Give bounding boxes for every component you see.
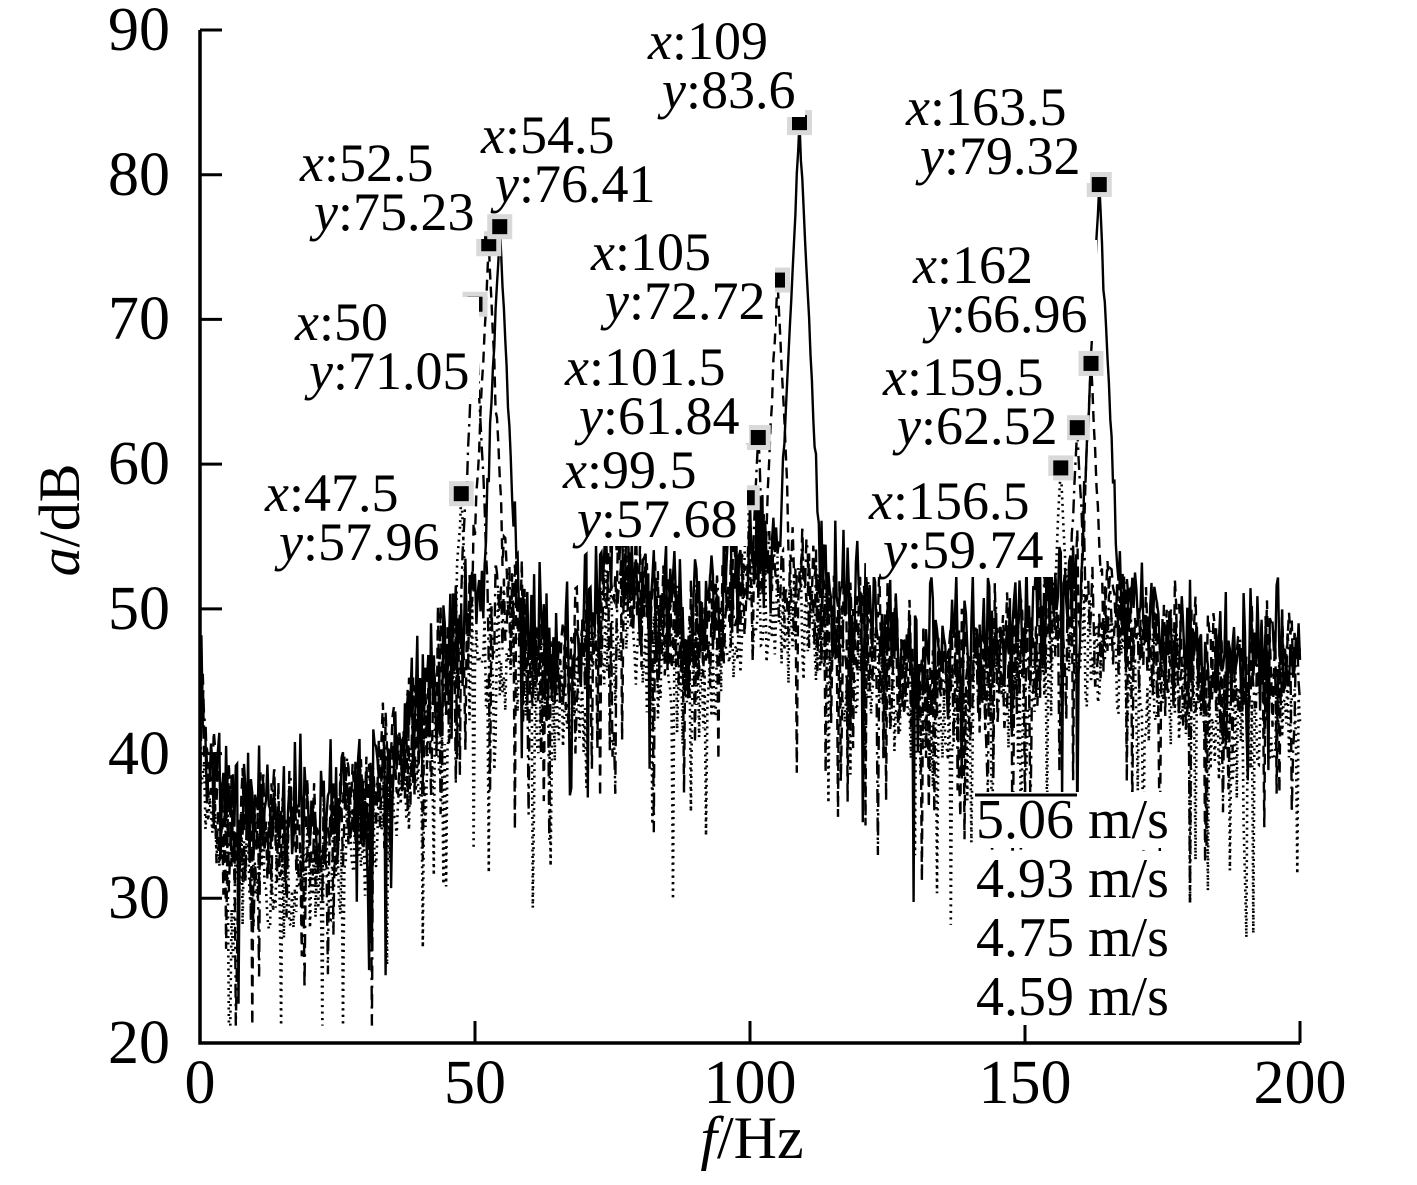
peak-marker xyxy=(1078,350,1104,376)
y-tick-label: 60 xyxy=(108,430,170,499)
peak-marker xyxy=(745,425,771,451)
y-tick-label: 50 xyxy=(108,574,170,643)
legend-line-dotted xyxy=(975,793,1077,797)
x-tick-label: 150 xyxy=(978,1049,1072,1117)
legend-label: 4.59 m/s xyxy=(976,968,1173,1025)
y-tick-label: 30 xyxy=(108,864,170,933)
y-tick-label: 20 xyxy=(108,1009,170,1077)
peak-annotation: x:101.5 y:61.84 xyxy=(562,340,750,444)
peak-marker xyxy=(448,481,474,507)
y-tick-label: 70 xyxy=(108,285,170,354)
legend-item: 4.75 m/s xyxy=(973,793,1173,967)
peak-annotation: x:52.5 y:75.23 xyxy=(297,136,485,240)
peak-annotation: x:99.5 y:57.68 xyxy=(560,443,748,547)
series-line-4.59-m-s xyxy=(198,467,1302,1027)
peak-marker xyxy=(1048,455,1074,481)
legend-label: 5.06 m/s xyxy=(976,791,1173,848)
peak-annotation: x:54.5 y:76.41 xyxy=(478,108,666,212)
peak-marker xyxy=(1064,415,1090,441)
y-tick-label: 40 xyxy=(108,719,170,788)
x-tick-label: 0 xyxy=(184,1049,216,1117)
legend-label: 4.75 m/s xyxy=(976,909,1173,966)
y-axis-title: a/dB xyxy=(27,463,92,577)
x-tick-label: 100 xyxy=(703,1049,797,1117)
legend-item: 4.59 m/s xyxy=(973,793,1173,1026)
peak-annotation: x:50 y:71.05 xyxy=(292,295,480,399)
peak-annotation: x:159.5 y:62.52 xyxy=(880,350,1068,454)
legend-label: 4.93 m/s xyxy=(976,850,1173,907)
y-tick-label: 90 xyxy=(108,0,170,64)
peak-annotation: x:162 y:66.96 xyxy=(910,238,1098,342)
legend-item: 5.06 m/s xyxy=(973,790,1173,849)
legend-item: 4.93 m/s xyxy=(973,793,1173,908)
y-tick-label: 80 xyxy=(108,140,170,209)
peak-annotation: x:105 y:72.72 xyxy=(588,225,776,329)
peak-annotation: x:156.5 y:59.74 xyxy=(866,474,1054,578)
legend: 5.06 m/s 4.93 m/s 4.75 m/s 4.59 m/s xyxy=(973,790,1173,1026)
peak-annotation: x:109 y:83.6 xyxy=(645,14,806,118)
peak-annotation: x:47.5 y:57.96 xyxy=(262,466,450,570)
peak-annotation: x:163.5 y:79.32 xyxy=(903,80,1091,184)
x-tick-label: 50 xyxy=(444,1049,506,1117)
x-tick-label: 200 xyxy=(1253,1049,1347,1117)
legend-line-dashdot xyxy=(975,793,1077,797)
x-axis-title: f/Hz xyxy=(700,1105,804,1171)
peak-marker xyxy=(1086,172,1112,198)
peak-marker xyxy=(487,214,513,240)
